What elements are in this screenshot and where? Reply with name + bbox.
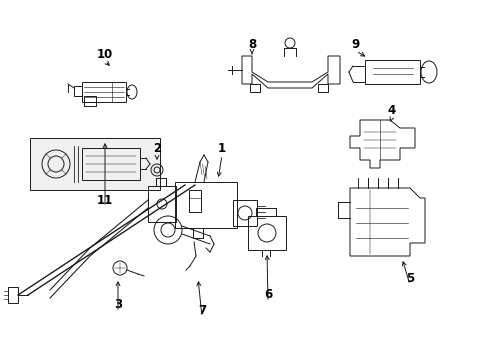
Bar: [82, 148, 140, 180]
Bar: [247, 216, 285, 250]
Bar: [364, 60, 419, 84]
Bar: [317, 84, 327, 92]
Text: 2: 2: [153, 141, 161, 154]
Text: 9: 9: [351, 37, 359, 50]
Text: 11: 11: [97, 194, 113, 207]
Bar: [249, 84, 260, 92]
Text: 10: 10: [97, 48, 113, 60]
Text: 4: 4: [387, 104, 395, 117]
Bar: [82, 82, 126, 102]
Bar: [175, 182, 237, 228]
Bar: [148, 186, 176, 222]
Bar: [30, 138, 160, 190]
Text: 1: 1: [218, 141, 225, 154]
Text: 5: 5: [405, 271, 413, 284]
Text: 8: 8: [247, 37, 256, 50]
Text: 7: 7: [198, 303, 205, 316]
Bar: [232, 200, 257, 226]
Text: 6: 6: [264, 288, 271, 302]
Bar: [189, 190, 201, 212]
Text: 3: 3: [114, 298, 122, 311]
